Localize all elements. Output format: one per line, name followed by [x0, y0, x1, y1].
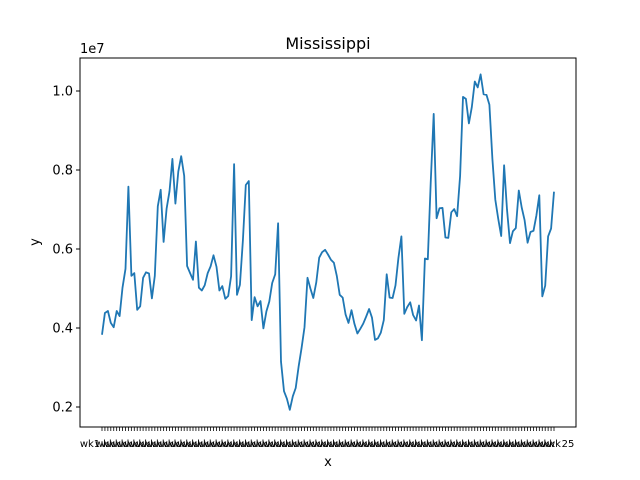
- y-offset-text: 1e7: [80, 42, 105, 57]
- x-tick-label: wk: [459, 439, 473, 450]
- x-tick-label: wk: [101, 439, 115, 450]
- x-tick-label: wk: [359, 439, 373, 450]
- x-tick-label: wk: [165, 439, 179, 450]
- x-tick-label: wk: [177, 439, 191, 450]
- x-tick-label-last: 25: [562, 439, 575, 450]
- x-tick-label: wk: [160, 439, 174, 450]
- y-tick-label: 1.0: [52, 85, 73, 100]
- x-tick-label: wk: [353, 439, 367, 450]
- x-tick-label: wk: [300, 439, 314, 450]
- y-tick-label: 0.6: [52, 243, 73, 258]
- x-tick-label: wk: [465, 439, 479, 450]
- x-tick-label: wk: [541, 439, 555, 450]
- x-tick-label: wk: [171, 439, 185, 450]
- x-tick-label: wk: [394, 439, 408, 450]
- x-tick-label: wk: [547, 439, 561, 450]
- x-tick-label: wk: [118, 439, 132, 450]
- x-tick-label: wk: [283, 439, 297, 450]
- x-tick-label: wk: [506, 439, 520, 450]
- x-tick-label: wk: [342, 439, 356, 450]
- x-tick-label: wk: [383, 439, 397, 450]
- x-tick-label: wk: [113, 439, 127, 450]
- x-tick-label: wk: [471, 439, 485, 450]
- x-tick-label: wk: [95, 439, 109, 450]
- x-tick-label: wk: [318, 439, 332, 450]
- x-tick-label: wk: [224, 439, 238, 450]
- x-tick-label: wk: [271, 439, 285, 450]
- x-tick-label: wk: [277, 439, 291, 450]
- x-tick-label: wk: [183, 439, 197, 450]
- x-tick-label: wk: [377, 439, 391, 450]
- series-layer: [101, 73, 555, 411]
- series-line: [101, 73, 555, 411]
- x-tick-label: wk: [312, 439, 326, 450]
- x-tick-label: wk: [324, 439, 338, 450]
- x-tick-label: wk: [148, 439, 162, 450]
- x-tick-label: wk: [500, 439, 514, 450]
- x-tick-label: wk: [254, 439, 268, 450]
- x-tick-label: wk: [142, 439, 156, 450]
- x-tick-label: wk: [371, 439, 385, 450]
- x-tick-label: wk: [512, 439, 526, 450]
- y-tick-label: 0.8: [52, 164, 73, 179]
- x-tick-label: wk: [212, 439, 226, 450]
- x-tick-label: wk: [400, 439, 414, 450]
- x-tick-label: wk: [265, 439, 279, 450]
- y-tick-label: 0.2: [52, 401, 73, 416]
- x-tick-label: wk: [107, 439, 121, 450]
- x-tick-label: wk: [136, 439, 150, 450]
- y-axis-ticks: 0.2 0.4 0.6 0.8 1.0: [52, 85, 80, 416]
- x-tick-label: wk: [336, 439, 350, 450]
- x-tick-label: wk: [406, 439, 420, 450]
- plot-area: [80, 58, 576, 427]
- x-tick-label: wk: [412, 439, 426, 450]
- x-tick-label: wk: [236, 439, 250, 450]
- x-tick-label: wk: [418, 439, 432, 450]
- x-tick-label: wk: [453, 439, 467, 450]
- x-tick-label: wk: [201, 439, 215, 450]
- x-tick-label: wk: [524, 439, 538, 450]
- x-tick-label: wk: [230, 439, 244, 450]
- x-tick-label: wk: [154, 439, 168, 450]
- x-tick-label: wk: [306, 439, 320, 450]
- x-tick-label: wk: [195, 439, 209, 450]
- x-tick-label: wk: [477, 439, 491, 450]
- x-tick-label: wk: [259, 439, 273, 450]
- x-tick-label: wk: [482, 439, 496, 450]
- x-tick-label: wk: [289, 439, 303, 450]
- y-axis-label: y: [28, 238, 43, 246]
- x-tick-label: wk: [518, 439, 532, 450]
- x-tick-label: wk: [242, 439, 256, 450]
- x-axis-ticks: wkwkwkwkwkwkwkwkwkwkwkwkwkwkwkwkwkwkwkwk…: [80, 427, 575, 450]
- x-tick-label: wk: [124, 439, 138, 450]
- x-tick-label: wk: [389, 439, 403, 450]
- x-tick-label: wk: [430, 439, 444, 450]
- x-tick-label: wk: [529, 439, 543, 450]
- x-axis-label: x: [324, 455, 332, 470]
- chart-title: Mississippi: [285, 34, 370, 53]
- x-tick-label: wk: [435, 439, 449, 450]
- x-tick-label: wk: [447, 439, 461, 450]
- y-tick-label: 0.4: [52, 322, 73, 337]
- x-tick-label: wk: [330, 439, 344, 450]
- x-tick-label: wk: [494, 439, 508, 450]
- x-tick-label: wk: [207, 439, 221, 450]
- x-tick-label: wk: [424, 439, 438, 450]
- x-tick-label: wk: [347, 439, 361, 450]
- x-tick-label: wk: [365, 439, 379, 450]
- x-tick-label: wk: [295, 439, 309, 450]
- x-tick-label: wk: [441, 439, 455, 450]
- plot-frame: [79, 57, 577, 428]
- x-tick-label: wk: [248, 439, 262, 450]
- x-tick-label-first: wk1: [80, 439, 100, 450]
- x-tick-label: wk: [189, 439, 203, 450]
- x-tick-label: wk: [130, 439, 144, 450]
- x-tick-label: wk: [488, 439, 502, 450]
- x-tick-label: wk: [535, 439, 549, 450]
- x-tick-label: wk: [218, 439, 232, 450]
